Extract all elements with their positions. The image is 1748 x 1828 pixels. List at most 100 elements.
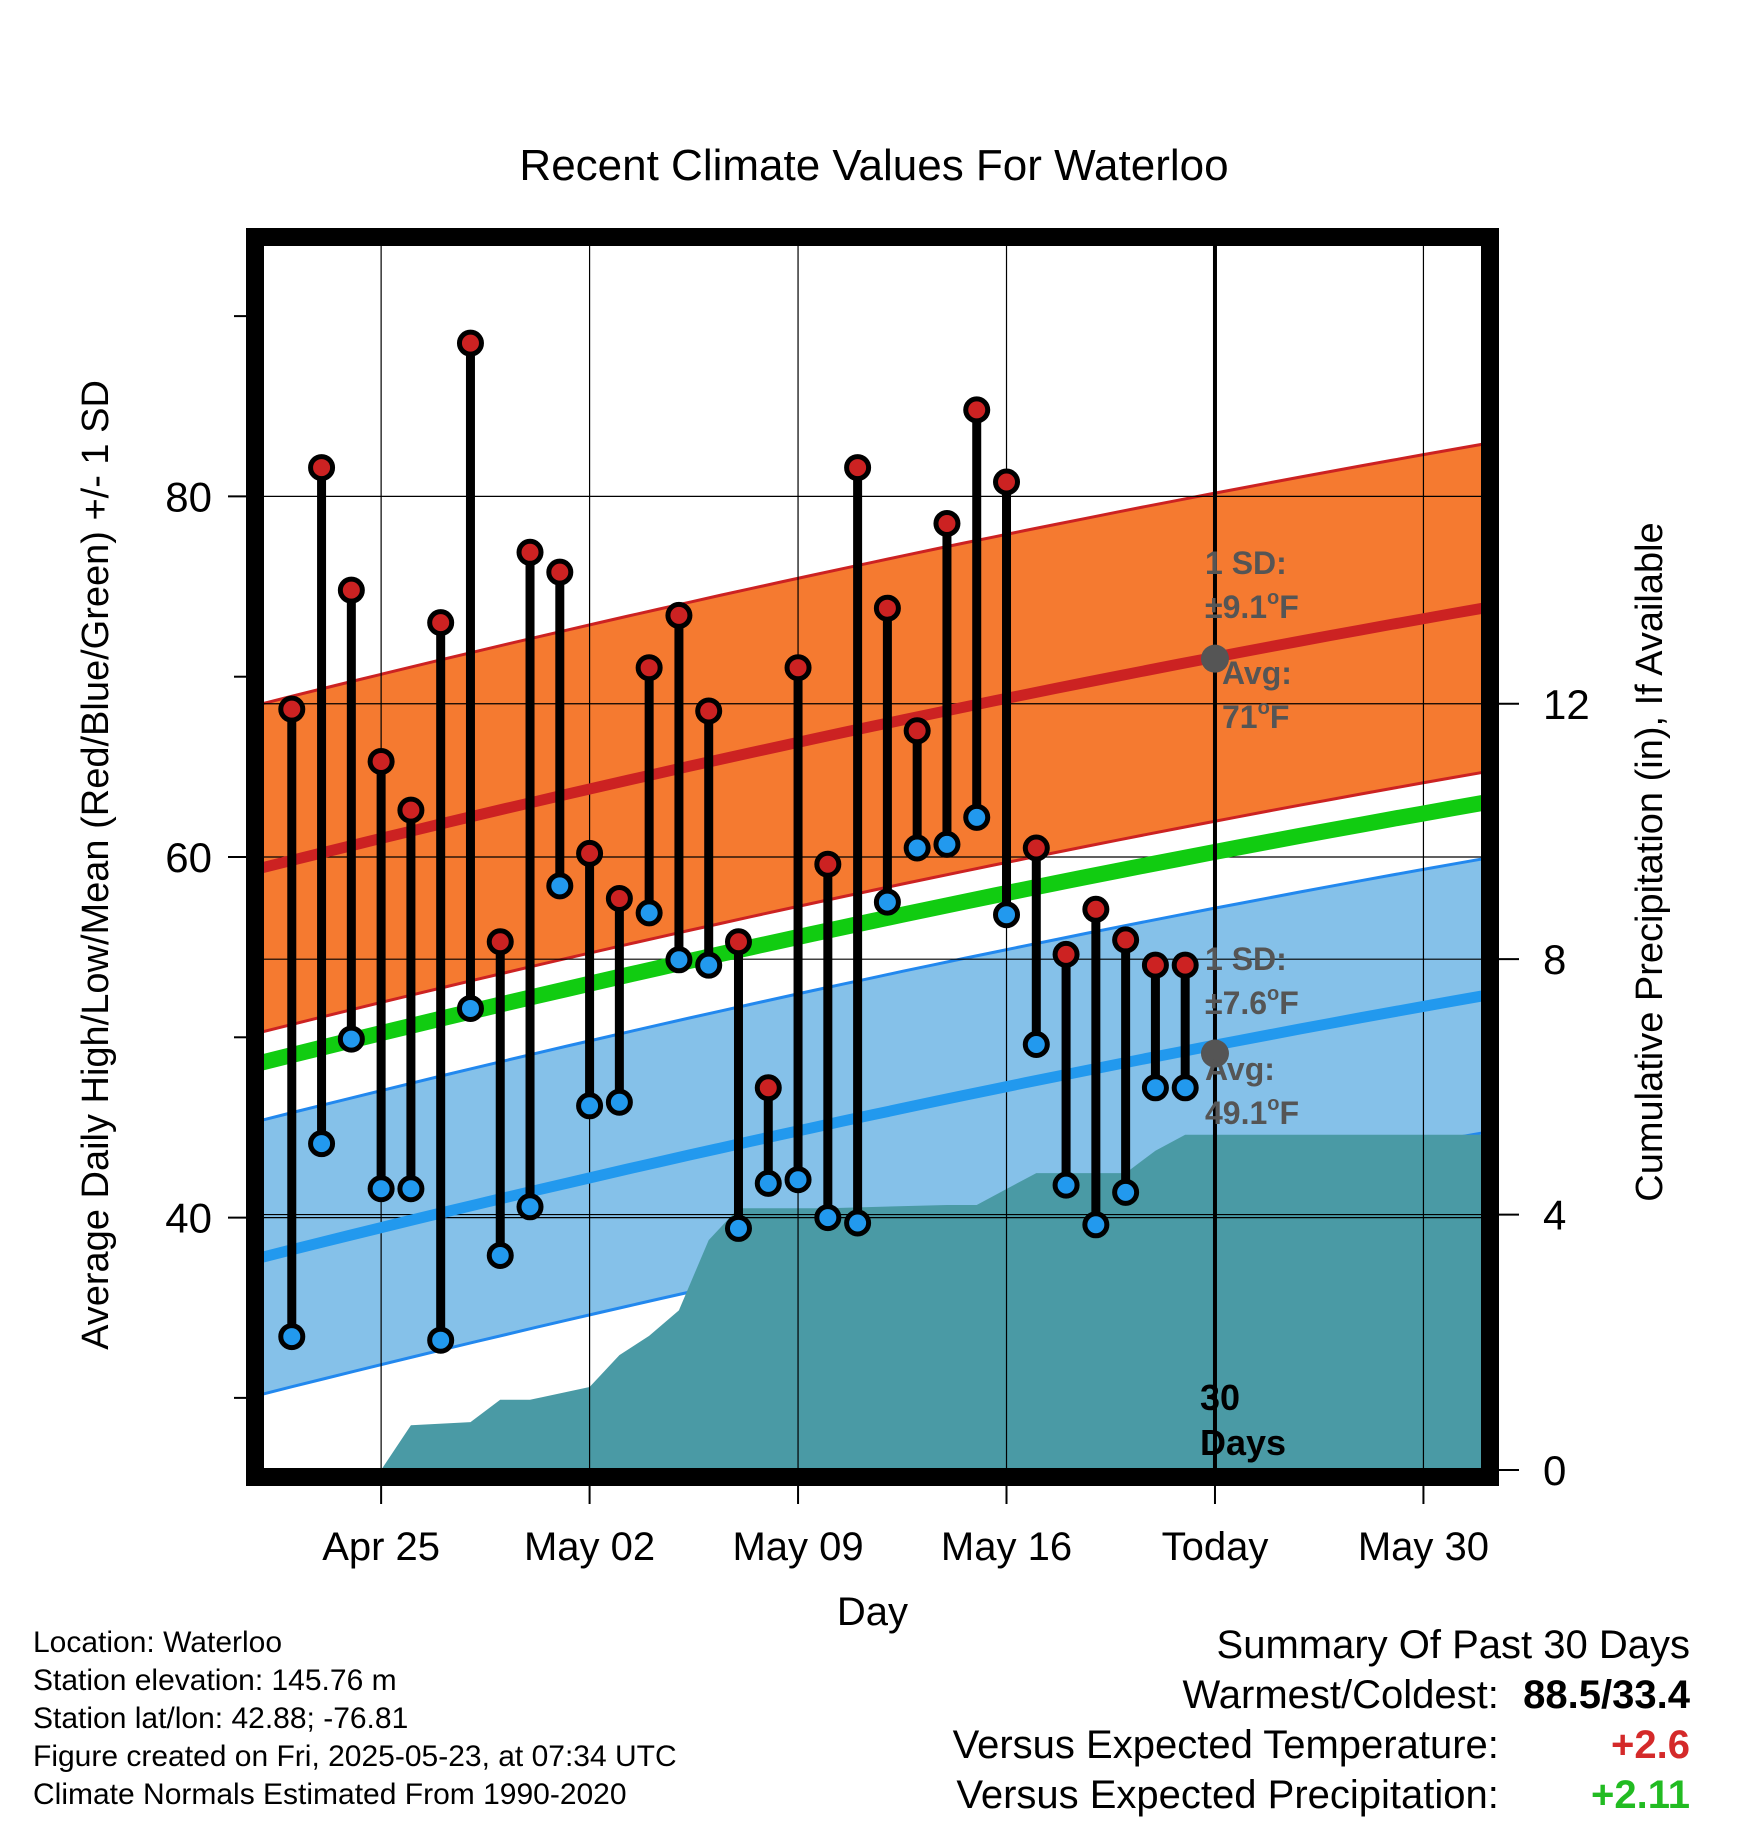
low-point (1052, 1171, 1080, 1199)
today-low-avg-marker (1200, 1039, 1229, 1068)
high-point (456, 329, 484, 357)
low-point (397, 1175, 425, 1203)
high_avg-unit: F (1270, 699, 1290, 735)
low-point (784, 1166, 812, 1194)
temp-label: Versus Expected Temperature: (952, 1723, 1499, 1767)
high-point (546, 558, 574, 586)
high_sd-unit: F (1279, 589, 1299, 625)
summary-warmest-row: Warmest/Coldest: 88.5/33.4 (953, 1670, 1691, 1720)
low-point (665, 946, 693, 974)
high-point (665, 601, 693, 629)
x-tick-label: May 09 (732, 1525, 863, 1569)
high-point (1171, 951, 1199, 979)
summary-precip-row: Versus Expected Precipitation: +2.11 (953, 1770, 1690, 1820)
low-point (516, 1193, 544, 1221)
low_sd-unit: F (1279, 985, 1299, 1021)
x-axis-label: Day (837, 1590, 908, 1634)
high-point (724, 928, 752, 956)
high-sd-band-lower-edge (261, 770, 1484, 1034)
high_sd-degree: o (1267, 587, 1279, 609)
high-sd-band-upper-edge (261, 442, 1484, 706)
high-normal-line (260, 602, 1484, 874)
y2-tick-label: 12 (1543, 681, 1590, 728)
elevation-text: Station elevation: 145.76 m (33, 1664, 397, 1697)
summary-temp-row: Versus Expected Temperature: +2.6 (953, 1720, 1690, 1770)
precip-label: Versus Expected Precipitation: (956, 1773, 1499, 1817)
normals-text: Climate Normals Estimated From 1990-2020 (33, 1778, 627, 1811)
high-point (516, 538, 544, 566)
high-point (933, 509, 961, 537)
high_avg-label: Avg: (1222, 655, 1292, 691)
low-point (337, 1025, 365, 1053)
high-point (873, 594, 901, 622)
high-point (844, 454, 872, 482)
low_avg-label: Avg: (1205, 1051, 1275, 1087)
plot-frame (246, 228, 1499, 1486)
low-point (605, 1088, 633, 1116)
high-point (397, 796, 425, 824)
period-label-number: 30 (1200, 1377, 1240, 1418)
low_sd-label: 1 SD: (1205, 941, 1287, 977)
high-point (963, 396, 991, 424)
high-point (576, 839, 604, 867)
high-point (993, 468, 1021, 496)
low_sd-degree: o (1267, 983, 1279, 1005)
high-point (814, 850, 842, 878)
high-point (367, 747, 395, 775)
summary-panel: Summary Of Past 30 Days Warmest/Coldest:… (953, 1620, 1690, 1820)
temp-value: +2.6 (1611, 1723, 1690, 1767)
low-point (695, 951, 723, 979)
y-axis-label: Average Daily High/Low/Mean (Red/Blue/Gr… (75, 380, 117, 1350)
low-point (1141, 1074, 1169, 1102)
today-high-avg-marker (1200, 644, 1229, 673)
low_avg-unit: F (1280, 1095, 1300, 1131)
low-point (933, 830, 961, 858)
high-point (1141, 951, 1169, 979)
y2-tick-label: 0 (1543, 1447, 1566, 1494)
low-point (427, 1326, 455, 1354)
low-point (367, 1175, 395, 1203)
high-point (486, 928, 514, 956)
x-tick-label: May 30 (1358, 1525, 1489, 1569)
x-tick-label: Today (1162, 1525, 1269, 1569)
period-label-unit: Days (1200, 1422, 1286, 1463)
low-point (456, 994, 484, 1022)
low-sd-band-upper-edge (261, 857, 1484, 1122)
high_sd-value: ±9.1oF (1205, 587, 1299, 625)
low-point (308, 1130, 336, 1158)
low-point (576, 1092, 604, 1120)
low-point (903, 834, 931, 862)
high-point (695, 697, 723, 725)
high_avg-value: 71oF (1222, 697, 1289, 735)
low_sd-value: ±7.6oF (1205, 983, 1299, 1021)
low_sd-number: ±7.6 (1205, 985, 1267, 1021)
low_avg-number: 49.1 (1205, 1095, 1267, 1131)
high-point (635, 654, 663, 682)
high-point (278, 695, 306, 723)
low-point (486, 1241, 514, 1269)
high-point (1082, 895, 1110, 923)
low-point (1082, 1211, 1110, 1239)
high_sd-label: 1 SD: (1205, 545, 1287, 581)
low-point (724, 1214, 752, 1242)
y2-tick-label: 4 (1543, 1192, 1566, 1239)
low_avg-degree: o (1267, 1093, 1279, 1115)
high-point (605, 884, 633, 912)
low-point (844, 1209, 872, 1237)
x-tick-label: May 02 (524, 1525, 655, 1569)
low-sd-band (262, 858, 1483, 1395)
high_avg-number: 71 (1222, 699, 1258, 735)
y-tick-label: 80 (165, 473, 212, 520)
low-point (963, 803, 991, 831)
low-point (754, 1169, 782, 1197)
warmest-label: Warmest/Coldest: (1182, 1673, 1499, 1717)
high-point (427, 609, 455, 637)
x-tick-label: May 16 (941, 1525, 1072, 1569)
latlon-text: Station lat/lon: 42.88; -76.81 (33, 1702, 409, 1735)
high-point (337, 576, 365, 604)
high-point (1112, 926, 1140, 954)
high-point (1022, 834, 1050, 862)
y-tick-label: 40 (165, 1195, 212, 1242)
high_avg-degree: o (1258, 697, 1270, 719)
low-point (546, 872, 574, 900)
